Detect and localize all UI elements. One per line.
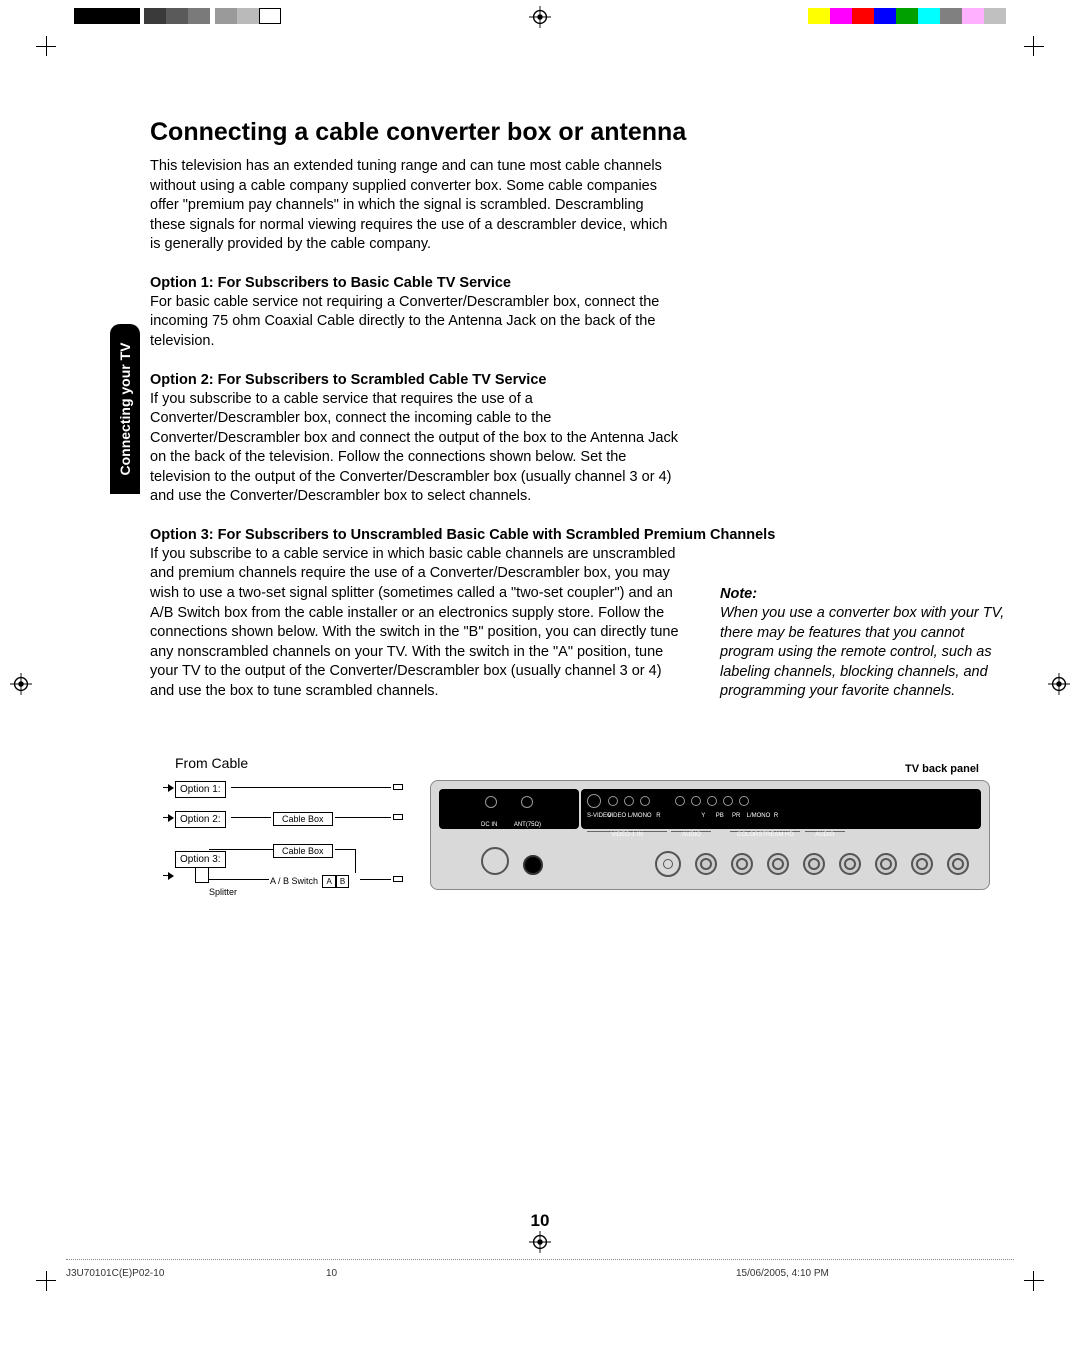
connection-diagram: From Cable Option 1: Option 2: Cable Box… bbox=[175, 755, 435, 909]
diagram-cable-box: Cable Box bbox=[273, 844, 333, 858]
diagram-ab-a: A bbox=[322, 875, 335, 888]
diagram-option2-label: Option 2: bbox=[175, 811, 226, 828]
note-body: When you use a converter box with your T… bbox=[720, 604, 1020, 702]
crop-mark bbox=[1014, 36, 1044, 66]
rca-jack-icon bbox=[875, 853, 897, 875]
footer-doc-id: J3U70101C(E)P02-10 bbox=[66, 1268, 266, 1279]
dc-in-jack-icon bbox=[481, 847, 509, 875]
registration-mark-icon bbox=[1048, 673, 1070, 695]
footer-date: 15/06/2005, 4:10 PM bbox=[736, 1268, 1014, 1279]
section-tab: Connecting your TV bbox=[110, 324, 140, 494]
diagram-ab-b: B bbox=[336, 875, 349, 888]
footer-page: 10 bbox=[326, 1268, 406, 1279]
registration-mark-icon bbox=[529, 1231, 551, 1253]
rca-jack-icon bbox=[731, 853, 753, 875]
registration-mark-icon bbox=[529, 6, 551, 28]
y-label: Y bbox=[697, 813, 709, 819]
colorstream-label: COLORSTREAM HD bbox=[730, 831, 800, 838]
video1in-label: VIDEO-1 IN bbox=[587, 831, 667, 838]
section-tab-label: Connecting your TV bbox=[117, 343, 133, 476]
from-cable-label: From Cable bbox=[175, 755, 435, 771]
rca-jack-icon bbox=[947, 853, 969, 875]
rca-jack-row bbox=[655, 851, 969, 877]
crop-mark bbox=[1014, 1261, 1044, 1291]
lmono-label: L/MONO bbox=[628, 813, 648, 819]
svideo-label: S-VIDEO bbox=[587, 813, 603, 819]
diagram-splitter-label: Splitter bbox=[209, 887, 237, 897]
rca-jack-icon bbox=[911, 853, 933, 875]
note-title: Note: bbox=[720, 586, 1020, 602]
rca-jack-icon bbox=[695, 853, 717, 875]
note-block: Note: When you use a converter box with … bbox=[720, 586, 1020, 702]
crop-mark bbox=[36, 1261, 66, 1291]
diagram-ab-switch-label: A / B Switch bbox=[270, 876, 318, 886]
color-swatches bbox=[808, 8, 1006, 26]
diagram-option1-label: Option 1: bbox=[175, 781, 226, 798]
grayscale-swatches bbox=[74, 8, 281, 26]
page-number: 10 bbox=[531, 1211, 550, 1231]
diagram-option3-label: Option 3: bbox=[175, 851, 226, 868]
option2-title: Option 2: For Subscribers to Scrambled C… bbox=[150, 372, 990, 388]
audio-label: AUDIO bbox=[671, 831, 711, 838]
r-label: R bbox=[652, 813, 664, 819]
tv-back-panel-label: TV back panel bbox=[905, 763, 979, 775]
crop-mark bbox=[36, 36, 66, 66]
rca-jack-icon bbox=[767, 853, 789, 875]
pr-label: PR bbox=[730, 813, 742, 819]
diagram-cable-box: Cable Box bbox=[273, 812, 333, 826]
page-content: Connecting a cable converter box or ante… bbox=[150, 118, 990, 721]
registration-mark-icon bbox=[10, 673, 32, 695]
ant-label: ANT(75Ω) bbox=[514, 822, 541, 828]
dc-in-label: DC IN bbox=[481, 822, 497, 828]
lmono2-label: L/MONO bbox=[747, 813, 767, 819]
option3-title: Option 3: For Subscribers to Unscrambled… bbox=[150, 527, 990, 543]
option1-body: For basic cable service not requiring a … bbox=[150, 293, 680, 352]
intro-paragraph: This television has an extended tuning r… bbox=[150, 157, 680, 255]
svideo-jack-icon bbox=[655, 851, 681, 877]
footer: J3U70101C(E)P02-10 10 15/06/2005, 4:10 P… bbox=[66, 1259, 1014, 1279]
pb-label: PB bbox=[714, 813, 726, 819]
page-title: Connecting a cable converter box or ante… bbox=[150, 118, 990, 147]
audio2-label: AUDIO bbox=[805, 831, 845, 838]
option3-body: If you subscribe to a cable service in w… bbox=[150, 545, 680, 702]
video-label: VIDEO bbox=[607, 813, 623, 819]
rca-jack-icon bbox=[803, 853, 825, 875]
r2-label: R bbox=[771, 813, 781, 819]
option2-body: If you subscribe to a cable service that… bbox=[150, 390, 680, 507]
option1-title: Option 1: For Subscribers to Basic Cable… bbox=[150, 275, 990, 291]
antenna-jack-icon bbox=[523, 855, 543, 875]
rca-jack-icon bbox=[839, 853, 861, 875]
tv-back-panel-diagram: TV back panel DC IN ANT(75Ω) S-VIDEO VID… bbox=[430, 780, 990, 890]
